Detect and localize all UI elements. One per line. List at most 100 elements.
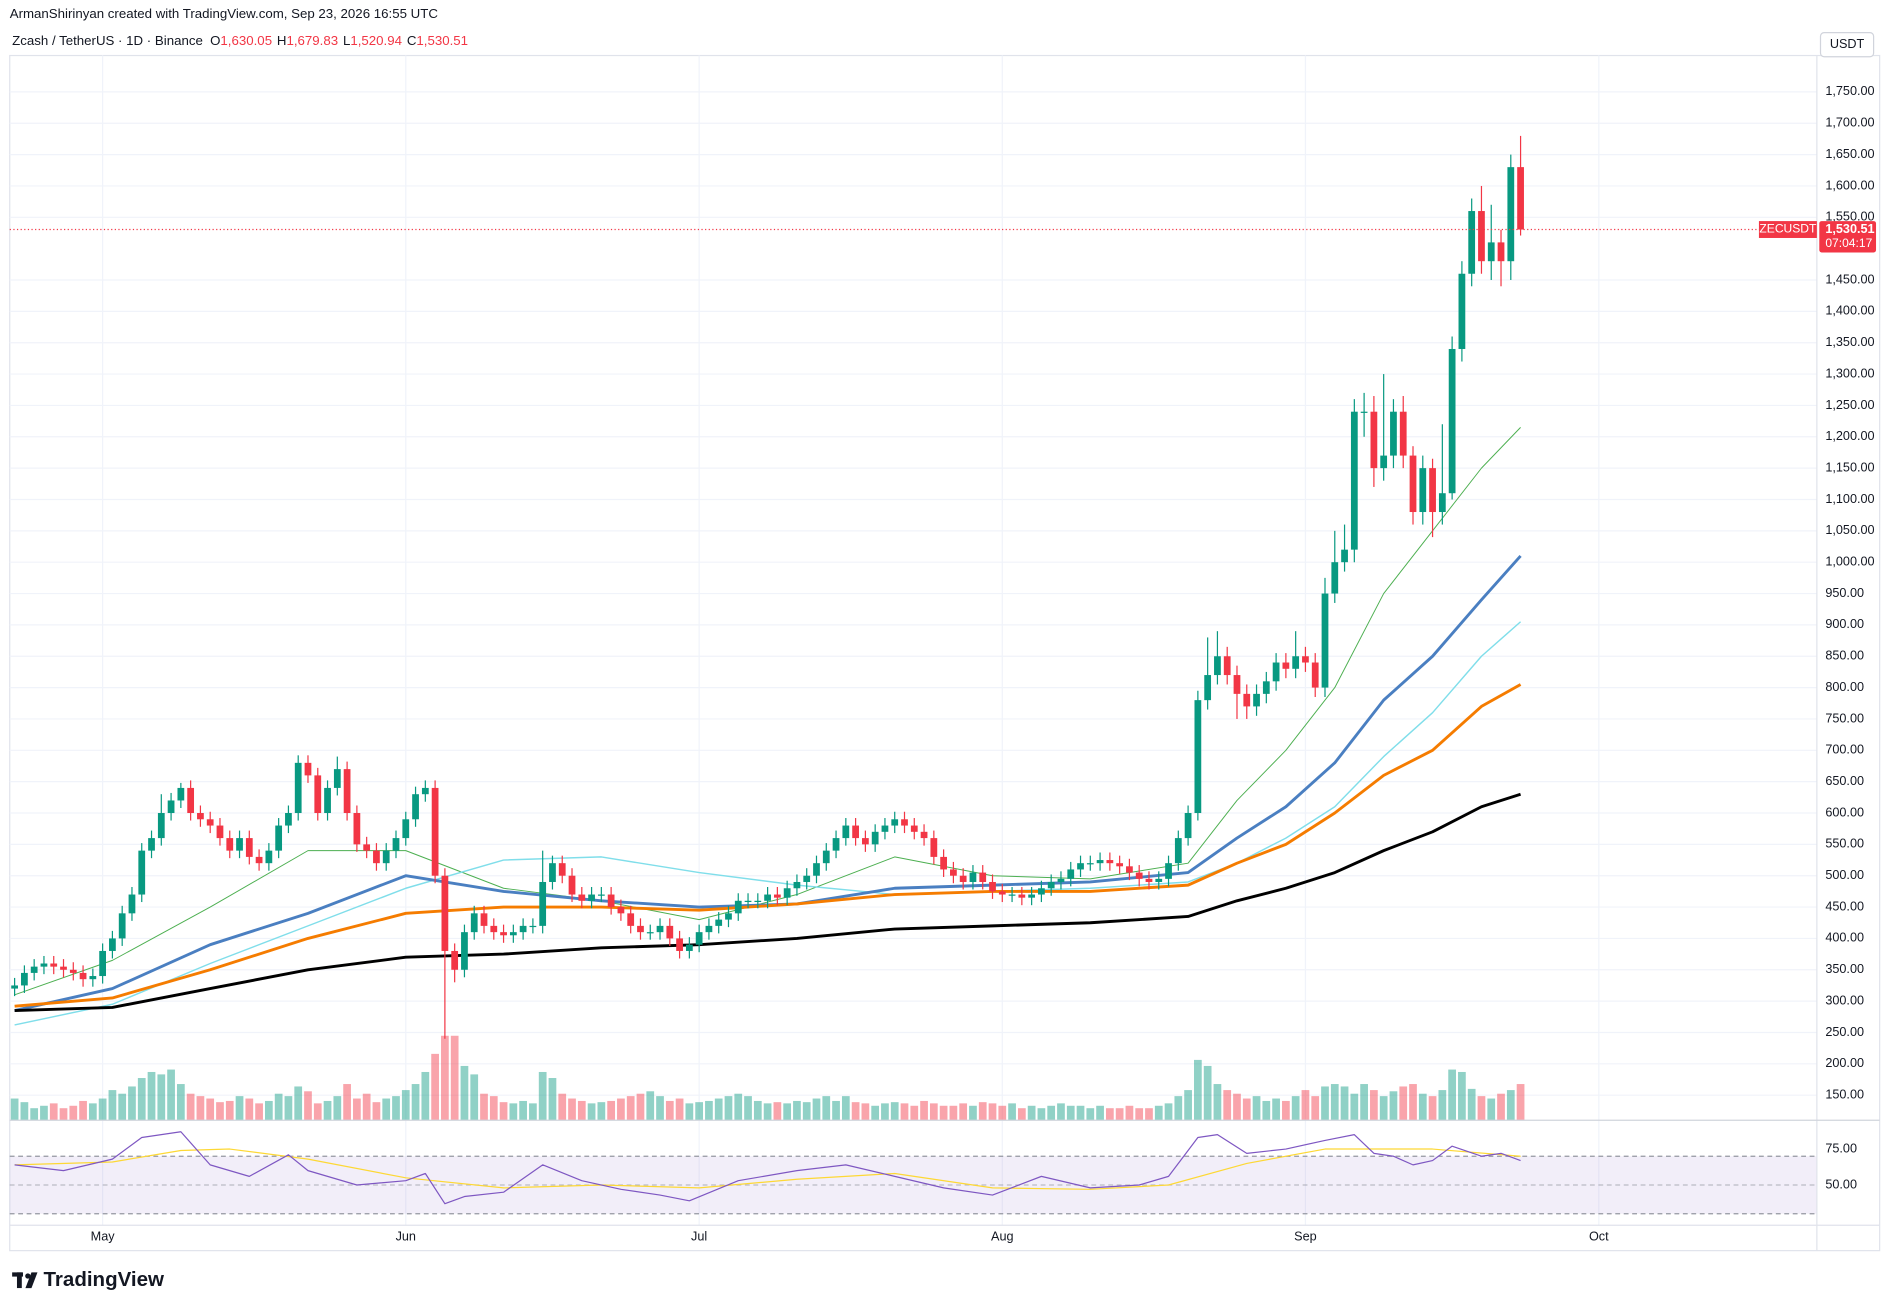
y-tick-label: 1,100.00	[1825, 492, 1874, 506]
candle-body	[1106, 860, 1114, 864]
y-tick-label: 1,000.00	[1825, 555, 1874, 569]
candle-body	[1145, 878, 1153, 882]
volume-bar	[69, 1105, 78, 1121]
candle-body	[519, 925, 527, 933]
candle-body	[705, 925, 713, 933]
volume-bar	[1213, 1084, 1222, 1121]
y-tick-label: 750.00	[1825, 711, 1864, 725]
volume-bar	[832, 1100, 840, 1121]
logo-mark	[16, 1272, 22, 1289]
y-tick-label: 1,700.00	[1825, 116, 1874, 130]
candle-body	[236, 838, 243, 851]
y-tick-label: 400.00	[1825, 931, 1864, 945]
candle-body	[1223, 656, 1231, 676]
candle-body	[1419, 468, 1427, 513]
volume-bar	[1184, 1090, 1192, 1121]
candle-body	[588, 894, 595, 901]
volume-bar	[1516, 1084, 1525, 1121]
candle-body	[1096, 860, 1104, 864]
volume-bar	[294, 1086, 303, 1121]
candle-body	[197, 813, 204, 820]
candle-body	[695, 932, 703, 945]
candle-body	[1321, 593, 1329, 688]
y-tick-label: 1,600.00	[1825, 178, 1874, 192]
volume-bar	[568, 1098, 576, 1121]
volume-bar	[59, 1108, 68, 1121]
currency-box[interactable]	[1819, 31, 1875, 58]
volume-bar	[753, 1100, 762, 1121]
candle-body	[891, 819, 899, 826]
volume-bar	[949, 1105, 958, 1121]
volume-bar	[1057, 1103, 1065, 1121]
volume-bar	[499, 1102, 508, 1121]
candle-body	[744, 900, 752, 903]
volume-bar	[812, 1098, 821, 1121]
volume-bar	[1017, 1108, 1026, 1121]
volume-bar	[978, 1102, 987, 1121]
candle-body	[1018, 894, 1026, 898]
volume-bar	[1477, 1096, 1486, 1121]
candle-body	[998, 891, 1006, 895]
candle-body	[1341, 549, 1348, 563]
candle-body	[79, 972, 87, 980]
candle-body	[216, 825, 224, 839]
candle-body	[1399, 411, 1407, 456]
volume-bar	[186, 1093, 195, 1121]
candle-body	[656, 925, 664, 933]
candle-body	[607, 894, 615, 908]
y-tick-label: 700.00	[1825, 743, 1864, 757]
volume-bar	[538, 1071, 547, 1121]
candle-body	[773, 894, 781, 898]
candle-body	[1282, 662, 1290, 669]
volume-bar	[225, 1100, 234, 1121]
volume-bar	[274, 1093, 283, 1121]
candle-body	[1311, 662, 1319, 688]
symbol-title: Zcash / TetherUS · 1D · Binance	[12, 33, 203, 48]
volume-bar	[411, 1084, 420, 1121]
candle-body	[558, 863, 566, 876]
candle-body	[441, 875, 449, 951]
candle-body	[285, 813, 292, 826]
volume-bar	[1497, 1093, 1505, 1121]
volume-bar	[1448, 1069, 1456, 1121]
candle-body	[852, 825, 859, 839]
y-tick-label: 1,400.00	[1825, 304, 1874, 318]
candle-body	[822, 850, 830, 864]
volume-bar	[489, 1096, 498, 1121]
candle-body	[1350, 411, 1358, 550]
volume-bar	[79, 1100, 87, 1121]
volume-bar	[1027, 1105, 1036, 1121]
volume-bar	[705, 1100, 713, 1121]
candle-body	[1497, 242, 1505, 262]
y-tick-label: 250.00	[1825, 1025, 1864, 1039]
volume-bar	[724, 1096, 733, 1121]
volume-bar	[1047, 1105, 1056, 1121]
candle-body	[1458, 273, 1466, 349]
candle-body	[69, 969, 77, 973]
candle-body	[920, 831, 928, 839]
volume-bar	[783, 1103, 792, 1121]
symbol-tag-bg	[1758, 221, 1817, 238]
candle-body	[715, 919, 723, 926]
candle-body	[617, 907, 625, 914]
candle-body	[1253, 693, 1260, 707]
y-tick-label: 1,650.00	[1825, 147, 1874, 161]
logo-mark	[25, 1272, 38, 1289]
y-tick-label: 150.00	[1825, 1088, 1864, 1102]
y-tick-label: 200.00	[1825, 1056, 1864, 1070]
volume-bar	[343, 1084, 351, 1121]
volume-bar	[675, 1098, 684, 1121]
candle-body	[969, 872, 977, 882]
volume-bar	[1145, 1108, 1153, 1121]
y-tick-label: 550.00	[1825, 837, 1864, 851]
volume-bar	[1076, 1105, 1085, 1121]
volume-bar	[646, 1091, 655, 1121]
candle-body	[1077, 863, 1084, 870]
volume-bar	[1096, 1105, 1104, 1121]
candle-body	[549, 863, 556, 882]
candle-body	[294, 762, 302, 814]
volume-bar	[1487, 1098, 1496, 1121]
candle-body	[1360, 411, 1368, 413]
candle-body	[11, 985, 18, 989]
